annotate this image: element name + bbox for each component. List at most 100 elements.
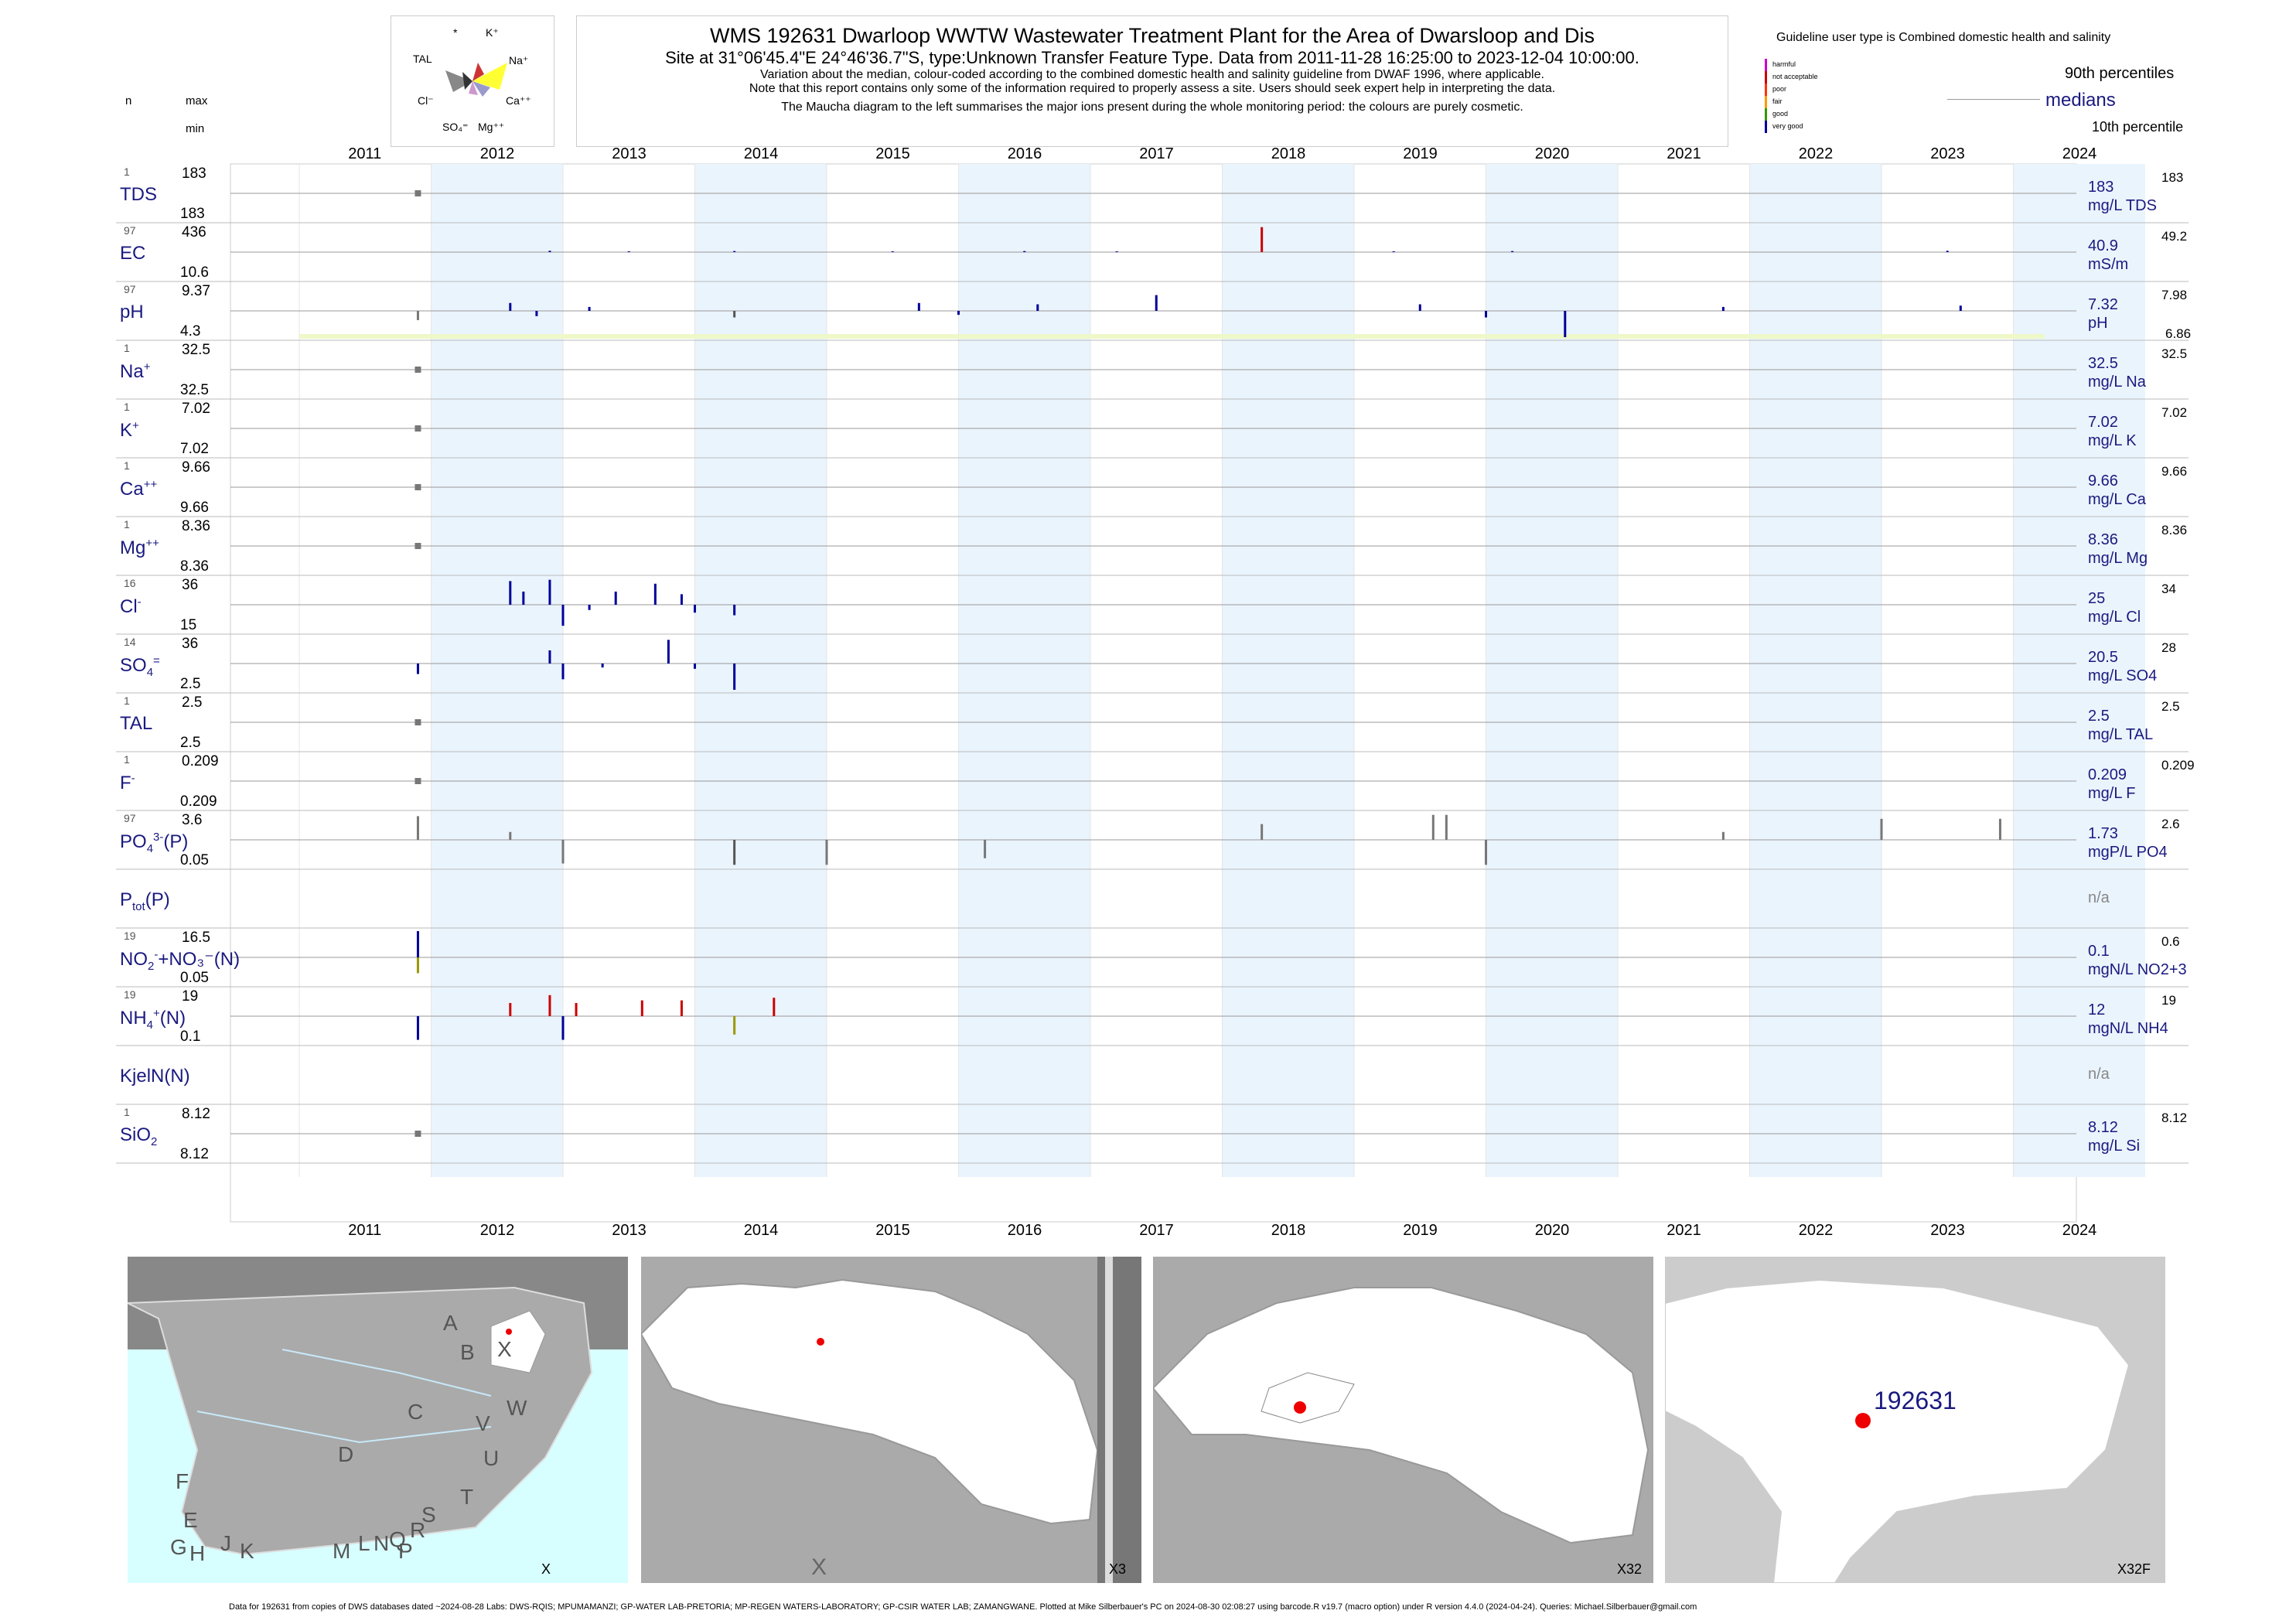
year-tick-label: 2016 bbox=[1007, 145, 1042, 162]
median-value: 7.32 pH bbox=[2088, 296, 2118, 332]
page-title: WMS 192631 Dwarloop WWTW Wastewater Trea… bbox=[710, 24, 1595, 47]
max-value: 9.66 bbox=[182, 459, 210, 476]
header-note: The Maucha diagram to the left summarise… bbox=[781, 101, 1523, 114]
max-value: 8.36 bbox=[182, 518, 210, 534]
legend-color-bar bbox=[1765, 108, 1767, 121]
map-letter: V bbox=[476, 1411, 490, 1435]
median-value: 0.209 mg/L F bbox=[2088, 766, 2136, 802]
maucha-label: TAL bbox=[413, 53, 432, 65]
data-bar bbox=[667, 640, 670, 664]
map-letter: K bbox=[240, 1539, 254, 1563]
median-value: 8.36 mg/L Mg bbox=[2088, 531, 2148, 567]
sample-count: 16 bbox=[124, 577, 136, 589]
data-bar bbox=[1485, 311, 1487, 318]
panel-label: NH4+(N) bbox=[120, 1007, 186, 1032]
year-tick-label: 2022 bbox=[1798, 145, 1834, 162]
data-bar bbox=[1261, 824, 1264, 840]
panel-label: TAL bbox=[120, 713, 153, 734]
map-letter: R bbox=[410, 1518, 426, 1542]
median-value: 9.66 mg/L Ca bbox=[2088, 473, 2146, 508]
median-value: 20.5 mg/L SO4 bbox=[2088, 649, 2158, 684]
data-bar bbox=[561, 605, 565, 626]
data-bar bbox=[561, 664, 565, 680]
maucha-label: Ca⁺⁺ bbox=[506, 94, 531, 107]
guideline-title: Guideline user type is Combined domestic… bbox=[1776, 31, 2111, 44]
panel-label: TDS bbox=[120, 184, 157, 205]
data-bar bbox=[773, 998, 776, 1016]
year-tick-label: 2017 bbox=[1139, 145, 1174, 162]
year-tick-label: 2013 bbox=[612, 1222, 646, 1239]
sample-count: 97 bbox=[124, 283, 136, 295]
panel-label: SO4= bbox=[120, 654, 160, 679]
min-value: 8.36 bbox=[180, 558, 209, 575]
data-bar bbox=[733, 1016, 736, 1035]
data-bar bbox=[509, 581, 512, 605]
map-letter: T bbox=[460, 1485, 474, 1509]
year-tick-label: 2012 bbox=[479, 1222, 515, 1239]
data-bar bbox=[1511, 251, 1514, 252]
min-value: 7.02 bbox=[180, 441, 209, 457]
legend-color-bar bbox=[1765, 84, 1767, 96]
year-shade bbox=[958, 164, 1090, 1177]
year-shade bbox=[1749, 164, 1881, 1177]
sample-count: 1 bbox=[124, 401, 130, 413]
map-drawing bbox=[1665, 1278, 2131, 1583]
data-bar bbox=[640, 1000, 643, 1016]
year-tick-label: 2014 bbox=[743, 145, 779, 162]
data-bar bbox=[561, 840, 565, 864]
min-value: 0.1 bbox=[180, 1029, 201, 1045]
sample-count: 97 bbox=[124, 812, 136, 824]
maucha-wedge bbox=[469, 81, 478, 95]
p90-value: 2.5 bbox=[2161, 699, 2180, 714]
map-caption: X3 bbox=[1109, 1561, 1127, 1577]
legend-class-label: fair bbox=[1772, 97, 1783, 105]
data-bar bbox=[509, 831, 512, 840]
min-value: 2.5 bbox=[180, 676, 201, 692]
year-tick-label: 2019 bbox=[1403, 145, 1438, 162]
map-caption: X bbox=[541, 1561, 551, 1577]
panel-label: EC bbox=[120, 243, 146, 264]
sample-count: 1 bbox=[124, 753, 130, 766]
data-bar bbox=[1115, 251, 1118, 252]
data-bar bbox=[733, 664, 736, 690]
medians-label: medians bbox=[2045, 90, 2116, 111]
legend-class-label: not acceptable bbox=[1772, 73, 1818, 80]
map-letter: S bbox=[421, 1503, 436, 1527]
p90-value: 32.5 bbox=[2161, 346, 2188, 361]
data-bar bbox=[416, 311, 419, 320]
data-bar bbox=[588, 605, 591, 610]
median-value: 2.5 mg/L TAL bbox=[2088, 708, 2154, 743]
max-value: 183 bbox=[182, 165, 206, 182]
legend-color-bar bbox=[1765, 121, 1767, 133]
data-bar bbox=[548, 579, 551, 605]
data-bar bbox=[416, 816, 419, 840]
maucha-wedge bbox=[445, 70, 473, 92]
map-x3: X X3 bbox=[641, 1257, 1141, 1583]
min-value: 0.05 bbox=[180, 852, 209, 868]
data-bar bbox=[984, 840, 987, 858]
data-bar bbox=[1721, 831, 1725, 840]
panel-label: K+ bbox=[120, 419, 139, 441]
year-tick-label: 2018 bbox=[1271, 1222, 1306, 1239]
map-letter: H bbox=[189, 1541, 206, 1565]
year-shade bbox=[431, 164, 563, 1177]
data-mark bbox=[415, 425, 421, 432]
n-header: n bbox=[125, 94, 132, 107]
sample-count: 1 bbox=[124, 342, 130, 354]
map-letter: F bbox=[176, 1469, 189, 1493]
sample-count: 97 bbox=[124, 224, 136, 237]
legend-class-label: very good bbox=[1772, 122, 1803, 130]
map-letter: E bbox=[183, 1508, 198, 1532]
median-value: 32.5 mg/L Na bbox=[2088, 355, 2146, 391]
min-value: 4.3 bbox=[180, 323, 201, 339]
legend-class-label: poor bbox=[1772, 85, 1787, 93]
max-value: 9.37 bbox=[182, 283, 210, 299]
p90-value: 9.66 bbox=[2161, 464, 2188, 479]
year-tick-label: 2011 bbox=[348, 1222, 382, 1239]
header-note: Variation about the median, colour-coded… bbox=[760, 68, 1544, 81]
max-value: 36 bbox=[182, 577, 199, 593]
data-bar bbox=[548, 995, 551, 1016]
data-bar bbox=[1261, 227, 1264, 252]
max-value: 36 bbox=[182, 636, 199, 652]
maucha-wedge bbox=[473, 63, 484, 81]
